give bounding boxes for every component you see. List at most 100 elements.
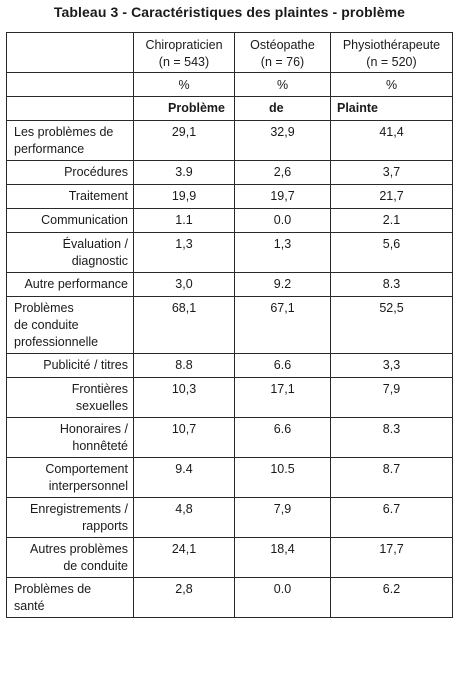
subcategory-label: Enregistrements / rapports xyxy=(6,497,134,538)
label-line: Autre performance xyxy=(24,277,128,291)
value-cell: 29,1 xyxy=(133,120,235,161)
table-row: Problèmes de conduite professionnelle 68,1 6… xyxy=(6,296,453,354)
table-row: Évaluation / diagnostic 1,3 1,3 5,6 xyxy=(6,232,453,273)
label-line: Publicité / titres xyxy=(43,358,128,372)
subheader-cell: de xyxy=(234,96,331,121)
column-header-name: Physiothérapeute xyxy=(342,38,441,52)
subheader-cell: Plainte xyxy=(330,96,453,121)
label-line: professionnelle xyxy=(14,335,99,349)
subcategory-label: Évaluation / diagnostic xyxy=(6,232,134,273)
label-line: interpersonnel xyxy=(48,479,128,493)
complaints-table: Chiropraticien (n = 543) Ostéopathe (n =… xyxy=(6,32,453,618)
label-line: Autres problèmes xyxy=(30,542,128,556)
category-label: Problèmes de santé xyxy=(6,577,134,618)
column-header-count: (n = 76) xyxy=(260,55,305,69)
value-cell: 9.2 xyxy=(234,272,331,297)
value-cell: 8.7 xyxy=(330,457,453,498)
value-cell: 3,0 xyxy=(133,272,235,297)
value-cell: 21,7 xyxy=(330,184,453,209)
value-cell: 68,1 xyxy=(133,296,235,354)
table-row: Honoraires / honnêteté 10,7 6.6 8.3 xyxy=(6,417,453,458)
value-cell: 17,7 xyxy=(330,537,453,578)
label-line: Évaluation / xyxy=(62,237,128,251)
label-line: sexuelles xyxy=(75,399,128,413)
label-line: rapports xyxy=(82,519,128,533)
subcategory-label: Communication xyxy=(6,208,134,233)
percent-cell: % xyxy=(234,72,331,97)
value-cell: 1,3 xyxy=(234,232,331,273)
subcategory-label: Publicité / titres xyxy=(6,353,134,378)
table-row: Publicité / titres 8.8 6.6 3,3 xyxy=(6,353,453,378)
subcategory-label: Autres problèmes de conduite xyxy=(6,537,134,578)
table-row: Enregistrements / rapports 4,8 7,9 6.7 xyxy=(6,497,453,538)
value-cell: 8.3 xyxy=(330,272,453,297)
value-cell: 19,7 xyxy=(234,184,331,209)
label-line: Comportement xyxy=(45,462,128,476)
value-cell: 52,5 xyxy=(330,296,453,354)
label-line: Honoraires / xyxy=(59,422,128,436)
value-cell: 8.3 xyxy=(330,417,453,458)
label-line: Traitement xyxy=(68,189,128,203)
label-line: diagnostic xyxy=(71,254,128,268)
label-line: Les problèmes de xyxy=(14,125,114,139)
subcategory-label: Traitement xyxy=(6,184,134,209)
column-header-chiropraticien: Chiropraticien (n = 543) xyxy=(133,32,235,73)
value-cell: 10,3 xyxy=(133,377,235,418)
value-cell: 5,6 xyxy=(330,232,453,273)
value-cell: 67,1 xyxy=(234,296,331,354)
value-cell: 1,3 xyxy=(133,232,235,273)
table-row: Problèmes de santé 2,8 0.0 6.2 xyxy=(6,577,453,618)
value-cell: 2,6 xyxy=(234,160,331,185)
table-row: Comportement interpersonnel 9.4 10.5 8.7 xyxy=(6,457,453,498)
value-cell: 8.8 xyxy=(133,353,235,378)
subheader-row: Problème de Plainte xyxy=(6,96,453,121)
value-cell: 7,9 xyxy=(234,497,331,538)
label-line: Frontières xyxy=(71,382,128,396)
value-cell: 0.0 xyxy=(234,577,331,618)
table-title: Tableau 3 - Caractéristiques des plainte… xyxy=(53,4,406,20)
subcategory-label: Honoraires / honnêteté xyxy=(6,417,134,458)
percent-row: % % % xyxy=(6,72,453,97)
category-label: Les problèmes de performance xyxy=(6,120,134,161)
percent-empty-cell xyxy=(6,72,134,97)
value-cell: 6.7 xyxy=(330,497,453,538)
label-line: performance xyxy=(14,142,85,156)
header-empty-cell xyxy=(6,32,134,73)
table-row: Autre performance 3,0 9.2 8.3 xyxy=(6,272,453,297)
column-header-osteopathe: Ostéopathe (n = 76) xyxy=(234,32,331,73)
subcategory-label: Frontières sexuelles xyxy=(6,377,134,418)
subcategory-label: Procédures xyxy=(6,160,134,185)
column-header-count: (n = 543) xyxy=(158,55,210,69)
subheader-empty-cell xyxy=(6,96,134,121)
value-cell: 6.6 xyxy=(234,417,331,458)
value-cell: 10,7 xyxy=(133,417,235,458)
subcategory-label: Comportement interpersonnel xyxy=(6,457,134,498)
label-line: de conduite xyxy=(63,559,128,573)
value-cell: 1.1 xyxy=(133,208,235,233)
label-line: Problèmes de xyxy=(14,582,92,596)
percent-cell: % xyxy=(330,72,453,97)
label-line: Enregistrements / xyxy=(30,502,128,516)
label-line: Procédures xyxy=(64,165,128,179)
table-row: Frontières sexuelles 10,3 17,1 7,9 xyxy=(6,377,453,418)
value-cell: 9.4 xyxy=(133,457,235,498)
value-cell: 2,8 xyxy=(133,577,235,618)
label-line: de conduite xyxy=(14,318,79,332)
value-cell: 3,7 xyxy=(330,160,453,185)
value-cell: 4,8 xyxy=(133,497,235,538)
value-cell: 6.2 xyxy=(330,577,453,618)
value-cell: 41,4 xyxy=(330,120,453,161)
table-row: Les problèmes de performance 29,1 32,9 41,4 xyxy=(6,120,453,161)
table-row: Traitement 19,9 19,7 21,7 xyxy=(6,184,453,209)
column-header-name: Ostéopathe xyxy=(250,38,315,52)
value-cell: 2.1 xyxy=(330,208,453,233)
column-header-count: (n = 520) xyxy=(366,55,417,69)
table-row: Procédures 3.9 2,6 3,7 xyxy=(6,160,453,185)
subheader-cell: Problème xyxy=(133,96,235,121)
value-cell: 18,4 xyxy=(234,537,331,578)
label-line: honnêteté xyxy=(72,439,128,453)
value-cell: 7,9 xyxy=(330,377,453,418)
value-cell: 32,9 xyxy=(234,120,331,161)
percent-cell: % xyxy=(133,72,235,97)
label-line: Problèmes xyxy=(14,301,74,315)
